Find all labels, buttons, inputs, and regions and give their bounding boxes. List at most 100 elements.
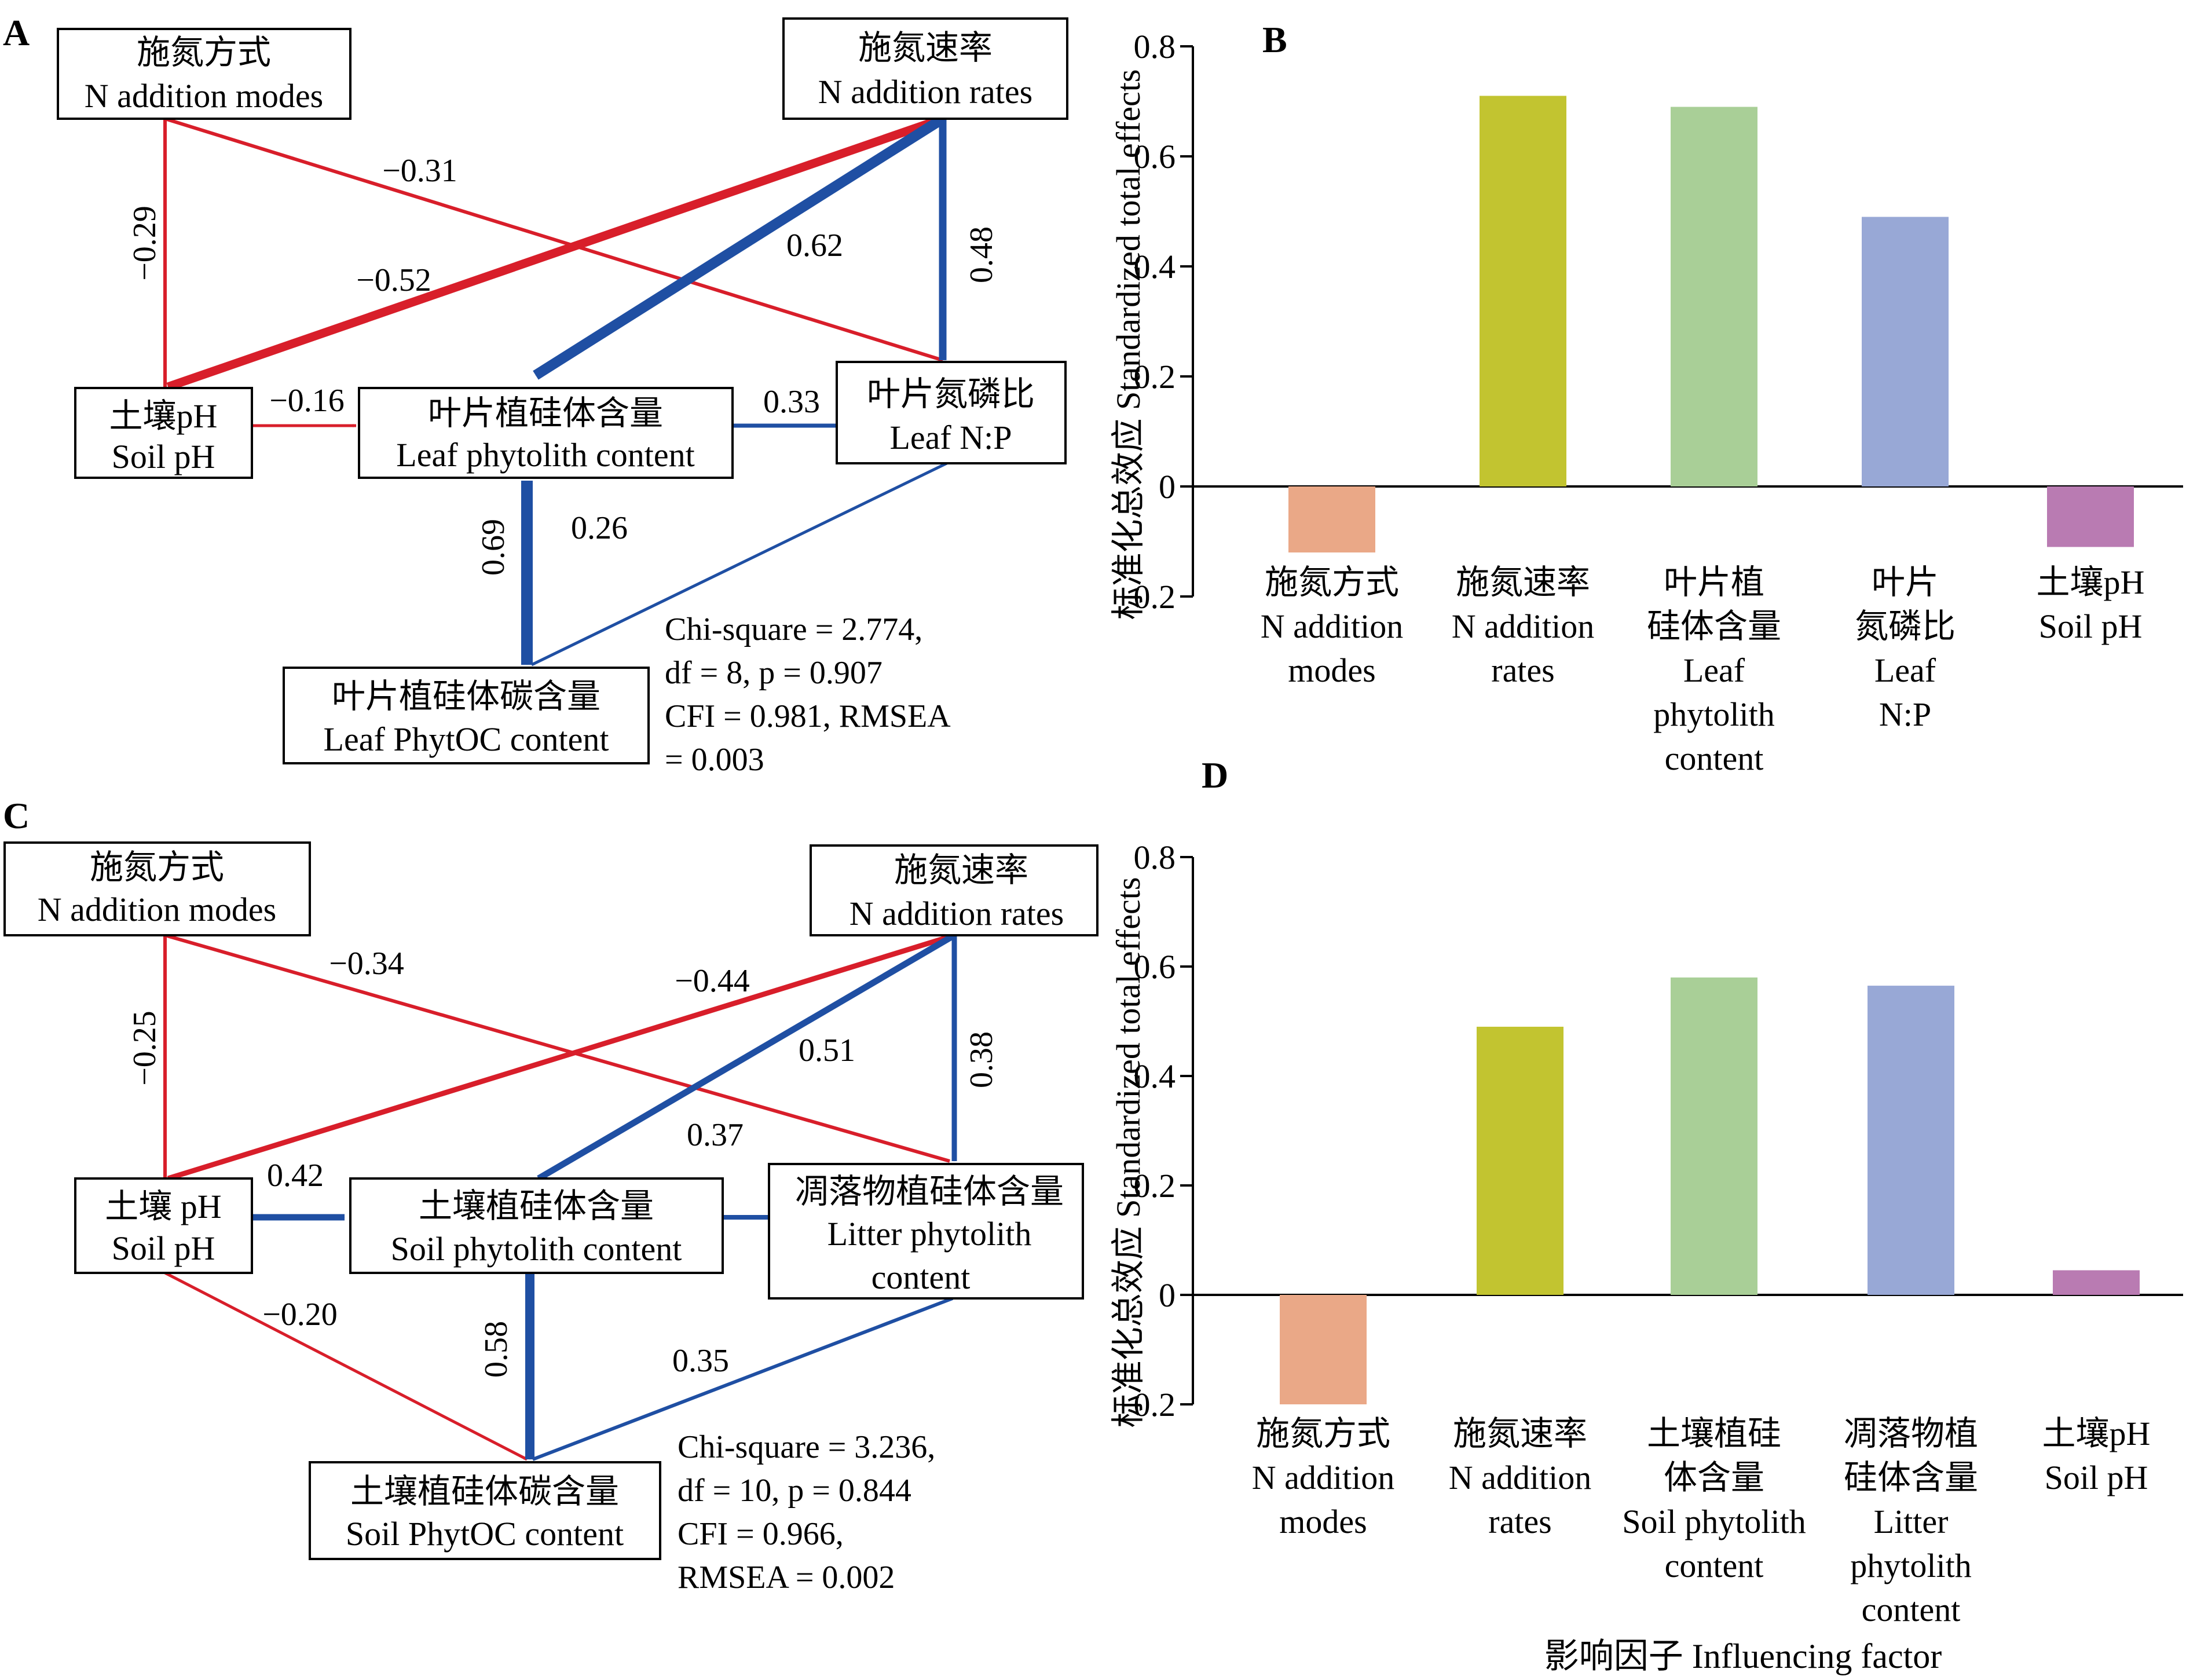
panel-d: D 标准化总效应 Standardized total effects −0.2… xyxy=(1110,755,2183,1675)
chart-b-y-tick-label: −0.2 xyxy=(1115,578,1176,616)
fit-c-cfi: CFI = 0.966, xyxy=(678,1516,844,1552)
path-a-rates-phyto xyxy=(533,114,946,380)
node-a-ph: 土壤pH Soil pH xyxy=(74,387,253,479)
chart-b-y-tick-label: 0 xyxy=(1159,468,1176,506)
svg-text:Leaf PhytOC content: Leaf PhytOC content xyxy=(324,720,609,758)
coef-c-ph-phytoc: −0.20 xyxy=(262,1297,338,1333)
node-a-modes: 施氮方式 N addition modes xyxy=(57,28,351,120)
chart-d-y-tick-label: 0.4 xyxy=(1134,1057,1176,1095)
chart-b-y-tick-label: 0.8 xyxy=(1134,28,1176,65)
svg-text:叶片植硅体含量: 叶片植硅体含量 xyxy=(428,394,663,432)
sem-a-paths xyxy=(163,114,948,667)
coef-a-modes-ph: −0.29 xyxy=(127,206,163,281)
chart-b-category-label: 施氮方式 N addition modes xyxy=(1261,563,1403,689)
svg-text:施氮速率: 施氮速率 xyxy=(894,851,1028,889)
chart-d-y-tick-label: 0 xyxy=(1159,1276,1176,1314)
coef-c-modes-litter: −0.34 xyxy=(329,946,404,982)
fit-c-rmsea: RMSEA = 0.002 xyxy=(678,1560,895,1595)
coef-a-rates-ph: −0.52 xyxy=(356,262,431,298)
chart-b-y-tick-label: 0.2 xyxy=(1134,358,1176,396)
chart-b-y-tick-label: 0.4 xyxy=(1134,248,1176,286)
chart-d-plot: −0.2 0 0.2 0.4 0.6 0.8 施氮方式 N addition modes 施氮速率… xyxy=(1115,839,2183,1628)
chart-b-category-label: 土壤pH Soil pH xyxy=(2037,563,2145,645)
path-c-litter-phytoc xyxy=(532,1297,954,1461)
coef-a-np-phytoc: 0.26 xyxy=(571,510,628,546)
coef-c-litter-phytoc: 0.35 xyxy=(672,1343,729,1379)
sem-c-paths xyxy=(163,932,957,1461)
svg-text:Soil pH: Soil pH xyxy=(112,438,215,475)
svg-text:N addition modes: N addition modes xyxy=(38,891,276,928)
svg-text:施氮方式: 施氮方式 xyxy=(90,848,224,886)
chart-b-bar xyxy=(1288,486,1375,552)
chart-d-bar xyxy=(1280,1295,1367,1404)
chart-b-category-label: 叶片氮磷比 Leaf N:P xyxy=(1855,563,1956,733)
fit-a-rmsea: = 0.003 xyxy=(665,742,764,778)
chart-d-category-label: 土壤植硅体含量 Soil phytolith content xyxy=(1622,1415,1806,1584)
chart-d-y-tick-label: 0.8 xyxy=(1134,839,1176,876)
svg-text:Soil phytolith content: Soil phytolith content xyxy=(391,1230,682,1268)
chart-b-category-label: 叶片植硅体含量 Leaf phytolith content xyxy=(1647,563,1781,777)
panel-b-letter: B xyxy=(1262,19,1287,60)
sem-c-fit: Chi-square = 3.236, df = 10, p = 0.844 C… xyxy=(678,1429,935,1595)
svg-text:叶片植硅体碳含量: 叶片植硅体碳含量 xyxy=(332,678,600,715)
path-c-ph-phytoc xyxy=(164,1271,528,1461)
coef-a-rates-phyto: 0.62 xyxy=(786,228,843,263)
chart-d-category-label: 施氮速率 N addition rates xyxy=(1449,1415,1591,1540)
svg-text:土壤pH: 土壤pH xyxy=(109,397,218,435)
chart-d-x-axis-label: 影响因子 Influencing factor xyxy=(1544,1637,1942,1675)
node-c-ph: 土壤 pH Soil pH xyxy=(74,1177,253,1274)
coef-c-rates-litter: 0.38 xyxy=(964,1031,999,1088)
chart-b-bar xyxy=(1480,96,1566,486)
panel-a: A −0.29 −0.31 −0.52 0.62 0.48 −0.16 0.33… xyxy=(3,12,1068,778)
path-a-modes-np xyxy=(164,117,943,362)
fit-c-df: df = 10, p = 0.844 xyxy=(678,1473,911,1509)
coef-c-ph-phyto: 0.42 xyxy=(267,1158,324,1194)
panel-a-letter: A xyxy=(3,12,30,53)
sem-a-nodes: 施氮方式 N addition modes 施氮速率 N addition ra… xyxy=(57,17,1068,764)
chart-b-y-axis-label: 标准化总效应 Standardized total effects xyxy=(1110,69,1147,620)
chart-d-category-label: 凋落物植硅体含量 Litter phytolith content xyxy=(1844,1415,1978,1628)
chart-b-bar xyxy=(1671,107,1757,486)
svg-text:施氮方式: 施氮方式 xyxy=(137,34,271,71)
node-a-phyto: 叶片植硅体含量 Leaf phytolith content xyxy=(358,387,734,479)
chart-b-plot: −0.2 0 0.2 0.4 0.6 0.8 施氮方式 N addition modes 施氮速率… xyxy=(1115,28,2183,777)
fit-a-cfi: CFI = 0.981, RMSEA xyxy=(665,698,951,734)
svg-text:土壤植硅体含量: 土壤植硅体含量 xyxy=(419,1187,654,1225)
svg-text:Soil pH: Soil pH xyxy=(112,1229,215,1267)
chart-d-y-axis-label: 标准化总效应 Standardized total effects xyxy=(1110,877,1147,1428)
chart-d-category-label: 施氮方式 N addition modes xyxy=(1252,1415,1394,1540)
node-c-modes: 施氮方式 N addition modes xyxy=(3,841,311,936)
coef-a-ph-phyto: −0.16 xyxy=(269,383,345,419)
panel-c-letter: C xyxy=(3,795,30,836)
svg-text:content: content xyxy=(872,1258,971,1296)
chart-b-bar xyxy=(1862,217,1949,486)
coef-c-037: 0.37 xyxy=(687,1117,744,1153)
node-c-rates: 施氮速率 N addition rates xyxy=(810,844,1099,936)
node-c-phytoc: 土壤植硅体碳含量 Soil PhytOC content xyxy=(309,1461,661,1560)
fit-c-chisq: Chi-square = 3.236, xyxy=(678,1429,935,1465)
svg-text:土壤植硅体碳含量: 土壤植硅体碳含量 xyxy=(350,1473,619,1510)
coef-c-modes-ph: −0.25 xyxy=(127,1011,163,1086)
svg-text:凋落物植硅体含量: 凋落物植硅体含量 xyxy=(795,1173,1064,1210)
node-a-phytoc: 叶片植硅体碳含量 Leaf PhytOC content xyxy=(283,667,650,764)
coef-c-phyto-phytoc: 0.58 xyxy=(478,1321,514,1378)
path-c-modes-litter xyxy=(164,934,950,1163)
chart-d-bar xyxy=(2053,1270,2140,1295)
svg-text:Leaf phytolith content: Leaf phytolith content xyxy=(396,436,694,474)
svg-text:Soil PhytOC content: Soil PhytOC content xyxy=(346,1515,624,1553)
coef-c-rates-ph: −0.44 xyxy=(675,963,750,999)
coef-a-phyto-phytoc: 0.69 xyxy=(475,519,511,576)
node-c-litter: 凋落物植硅体含量 Litter phytolith content xyxy=(768,1163,1084,1300)
fit-a-df: df = 8, p = 0.907 xyxy=(665,655,883,691)
panel-d-letter: D xyxy=(1202,755,1228,796)
coef-a-rates-np: 0.48 xyxy=(964,226,999,283)
chart-d-y-tick-label: −0.2 xyxy=(1115,1386,1176,1423)
chart-b-category-label: 施氮速率 N addition rates xyxy=(1452,563,1594,689)
path-c-rates-phyto xyxy=(537,932,956,1181)
sem-a-coefficients: −0.29 −0.31 −0.52 0.62 0.48 −0.16 0.33 0… xyxy=(127,153,999,576)
coef-a-np-phyto: 0.33 xyxy=(763,384,820,420)
path-a-rates-ph xyxy=(166,114,944,391)
node-a-np: 叶片氮磷比 Leaf N:P xyxy=(836,361,1067,464)
svg-text:N addition rates: N addition rates xyxy=(849,895,1064,932)
